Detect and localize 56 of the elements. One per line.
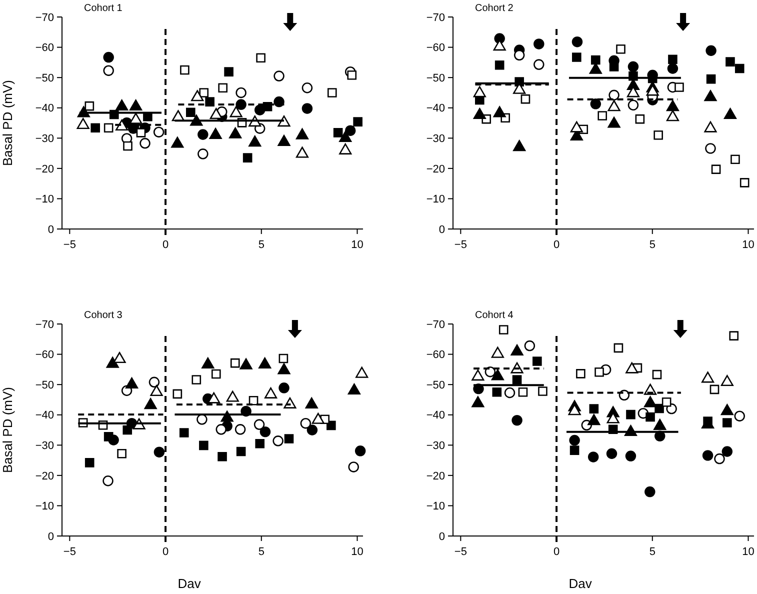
x-tick-label: 5 — [649, 239, 656, 251]
y-tick-label: −50 — [426, 72, 445, 84]
y-tick-label: 0 — [438, 224, 445, 236]
x-tick-label: 0 — [162, 239, 169, 251]
y-tick-label: −40 — [426, 102, 445, 115]
y-tick-label: −60 — [35, 349, 54, 362]
x-tick-label: 10 — [351, 546, 364, 558]
y-tick-label: −60 — [35, 42, 54, 54]
x-tick-label: 5 — [258, 546, 264, 558]
y-tick-label: −70 — [426, 318, 445, 331]
y-tick-label: −70 — [35, 12, 54, 24]
y-tick-label: −10 — [35, 194, 54, 206]
y-tick-label: −20 — [426, 470, 445, 482]
x-tick-label: 0 — [553, 239, 560, 251]
chart-title: Cohort 1 — [84, 3, 123, 14]
chart-title: Cohort 3 — [84, 310, 123, 321]
y-tick-label: −10 — [35, 500, 54, 513]
y-tick-label: −50 — [35, 379, 54, 392]
y-tick-label: −30 — [35, 132, 54, 145]
y-axis-title: Basal PD (mV) — [0, 80, 15, 166]
y-axis-title: Basal PD (mV) — [0, 387, 15, 473]
y-tick-label: −40 — [35, 102, 54, 115]
y-tick-label: −70 — [35, 318, 54, 331]
x-tick-label: 0 — [553, 546, 560, 558]
x-tick-label: 10 — [351, 239, 364, 251]
y-tick-label: 0 — [48, 224, 54, 236]
y-tick-label: 0 — [438, 530, 445, 543]
y-tick-label: −30 — [426, 440, 445, 452]
y-tick-label: −40 — [35, 410, 54, 422]
y-tick-label: −70 — [426, 12, 445, 24]
x-tick-label: −5 — [63, 546, 76, 558]
x-tick-label: 5 — [258, 239, 264, 251]
x-tick-label: 5 — [649, 546, 656, 558]
y-tick-label: −60 — [426, 349, 445, 362]
x-axis-title: Dav — [178, 576, 202, 591]
y-tick-label: −60 — [426, 42, 445, 54]
chart-title: Cohort 4 — [475, 310, 514, 321]
y-tick-label: −40 — [426, 410, 445, 422]
x-tick-label: 10 — [742, 546, 754, 558]
y-tick-label: −30 — [426, 132, 445, 145]
x-tick-label: −5 — [454, 239, 467, 251]
x-axis-title: Dav — [568, 576, 592, 591]
y-tick-label: −20 — [426, 163, 445, 176]
y-tick-label: −50 — [35, 72, 54, 84]
x-tick-label: 0 — [162, 546, 169, 558]
y-tick-label: −20 — [35, 470, 54, 482]
y-tick-label: −10 — [426, 194, 445, 206]
x-tick-label: −5 — [63, 239, 76, 251]
y-tick-label: 0 — [48, 530, 54, 543]
x-tick-label: −5 — [454, 546, 467, 558]
y-tick-label: −50 — [426, 379, 445, 392]
chart-title: Cohort 2 — [475, 3, 514, 14]
y-tick-label: −10 — [426, 500, 445, 513]
x-tick-label: 10 — [742, 239, 754, 251]
y-tick-label: −30 — [35, 440, 54, 452]
y-tick-label: −20 — [35, 163, 54, 176]
